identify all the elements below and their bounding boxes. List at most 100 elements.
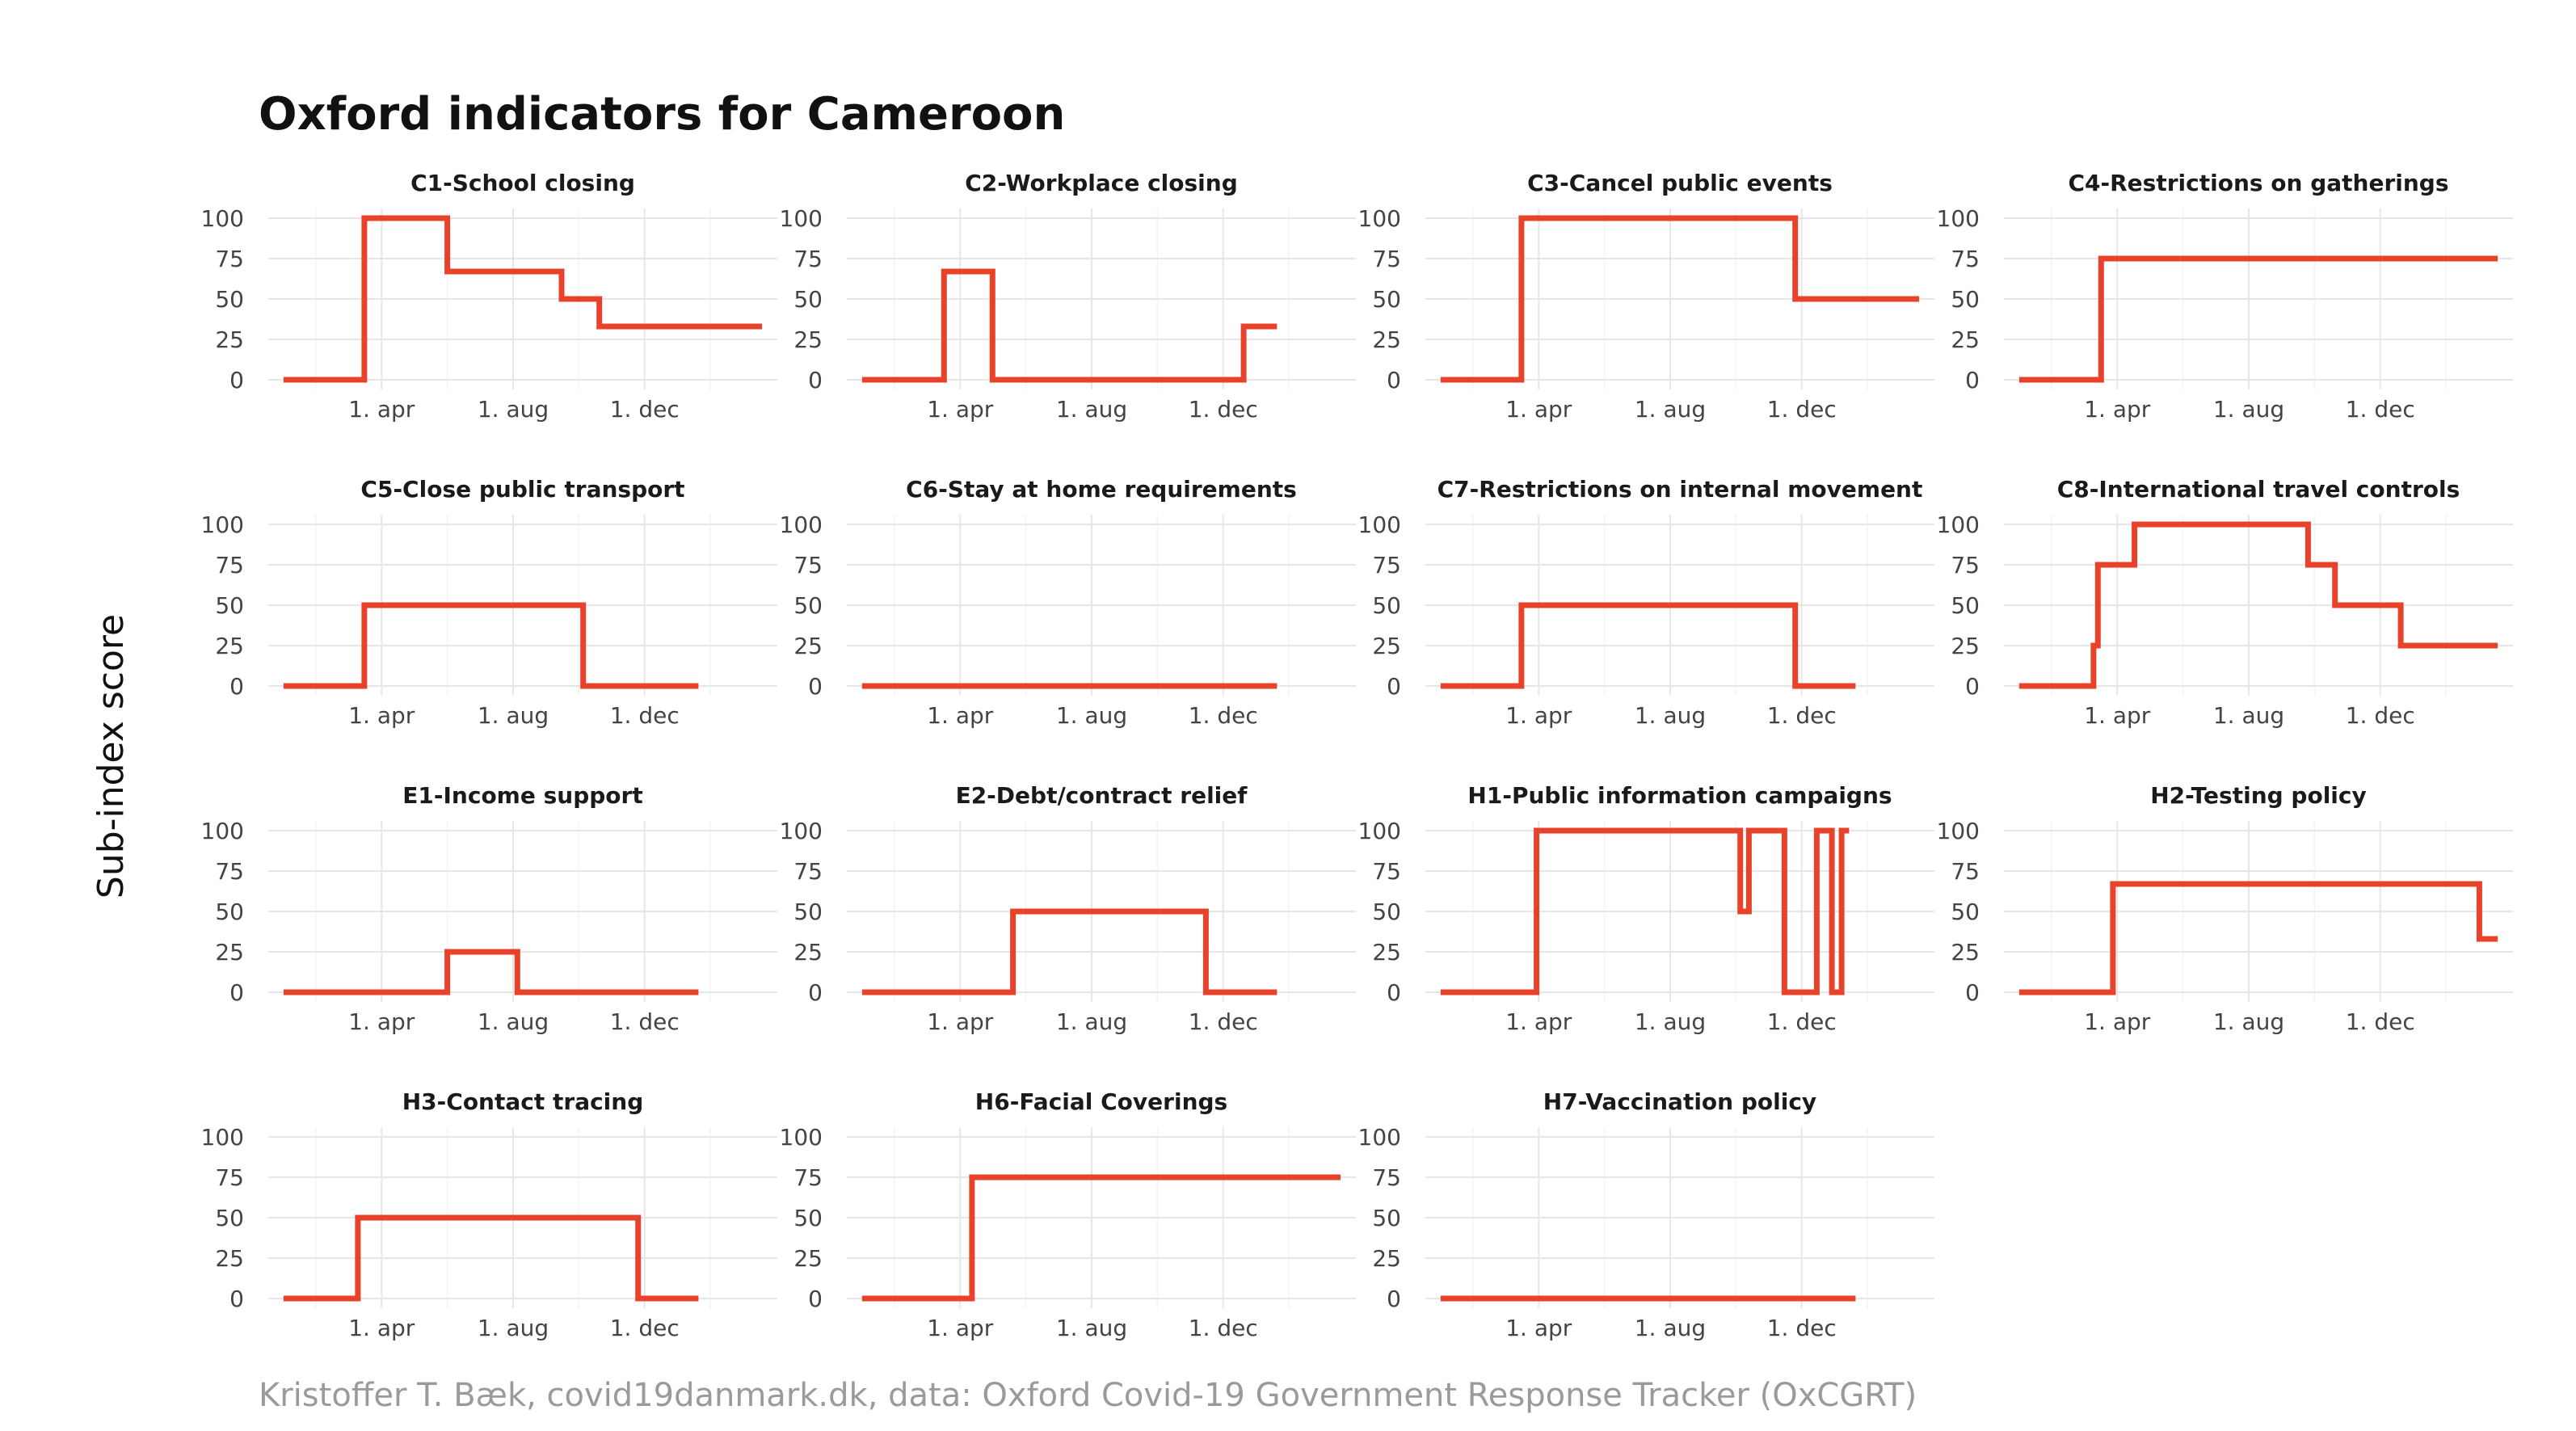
- y-tick-label: 0: [1387, 1286, 1401, 1312]
- y-tick-label: 100: [780, 205, 823, 232]
- x-tick-label: 1. aug: [1056, 1315, 1127, 1341]
- x-tick-label: 1. aug: [2213, 702, 2284, 729]
- x-tick-label: 1. dec: [1189, 1008, 1258, 1035]
- chart-caption: Kristoffer T. Bæk, covid19danmark.dk, da…: [259, 1377, 1917, 1414]
- x-tick-label: 1. aug: [478, 396, 549, 423]
- y-tick-label: 50: [1372, 592, 1401, 619]
- series-line: [861, 1174, 1341, 1302]
- y-tick-label: 25: [1372, 633, 1401, 659]
- x-tick-label: 1. apr: [927, 396, 994, 423]
- y-tick-label: 75: [793, 552, 823, 579]
- y-tick-label: 75: [793, 1164, 823, 1191]
- panel-title: C8-International travel controls: [2057, 476, 2460, 503]
- y-tick-label: 75: [1951, 858, 1980, 885]
- y-tick-label: 75: [1951, 246, 1980, 272]
- x-tick-label: 1. dec: [1767, 702, 1837, 729]
- y-tick-label: 100: [201, 818, 244, 844]
- y-tick-label: 0: [1387, 673, 1401, 700]
- series-line: [283, 602, 699, 689]
- y-tick-label: 50: [793, 286, 823, 313]
- series-line: [283, 949, 699, 995]
- y-tick-label: 50: [793, 592, 823, 619]
- panel-title: C3-Cancel public events: [1527, 170, 1833, 196]
- y-tick-label: 100: [1358, 205, 1401, 232]
- y-tick-label: 0: [808, 979, 823, 1006]
- y-tick-label: 25: [793, 939, 823, 966]
- y-tick-label: 50: [215, 592, 244, 619]
- y-tick-label: 100: [1358, 511, 1401, 538]
- y-tick-label: 50: [1372, 1205, 1401, 1231]
- y-tick-label: 75: [215, 1164, 244, 1191]
- y-tick-label: 100: [1937, 511, 1980, 538]
- series-line: [1440, 215, 1920, 383]
- x-tick-label: 1. dec: [610, 702, 680, 729]
- y-tick-label: 100: [1358, 818, 1401, 844]
- y-tick-label: 75: [1372, 858, 1401, 885]
- y-tick-label: 0: [1965, 673, 1980, 700]
- series-line: [1440, 827, 1850, 995]
- facet-panel: C8-International travel controls 0 25 50 75 1…: [1937, 476, 2513, 729]
- x-tick-label: 1. apr: [1505, 396, 1572, 423]
- series-line: [2018, 521, 2498, 689]
- y-tick-label: 0: [808, 1286, 823, 1312]
- panel-title: E2-Debt/contract relief: [956, 782, 1248, 809]
- x-tick-label: 1. apr: [1505, 1008, 1572, 1035]
- x-tick-label: 1. apr: [927, 1008, 994, 1035]
- x-tick-label: 1. apr: [348, 702, 415, 729]
- panel-title: C1-School closing: [410, 170, 635, 196]
- x-tick-label: 1. aug: [1635, 396, 1706, 423]
- y-tick-label: 50: [1372, 899, 1401, 925]
- x-tick-label: 1. dec: [1767, 396, 1837, 423]
- panel-title: H2-Testing policy: [2150, 782, 2367, 809]
- facet-panel: H7-Vaccination policy 0 25 50 75 100 1. apr 1. …: [1358, 1088, 1934, 1341]
- y-tick-label: 100: [201, 511, 244, 538]
- x-tick-label: 1. dec: [2346, 1008, 2415, 1035]
- series-line: [861, 268, 1277, 383]
- x-tick-label: 1. apr: [348, 1008, 415, 1035]
- panel-title: C7-Restrictions on internal movement: [1437, 476, 1923, 503]
- x-tick-label: 1. apr: [348, 1315, 415, 1341]
- facet-panel: E1-Income support 0 25 50 75 100 1. apr 1. aug 1…: [201, 782, 777, 1035]
- x-tick-label: 1. dec: [610, 1315, 680, 1341]
- y-tick-label: 50: [1951, 286, 1980, 313]
- series-line: [2018, 881, 2498, 995]
- x-tick-label: 1. apr: [2084, 1008, 2151, 1035]
- x-tick-label: 1. dec: [1189, 702, 1258, 729]
- x-tick-label: 1. dec: [610, 396, 680, 423]
- x-tick-label: 1. dec: [1767, 1315, 1837, 1341]
- facet-panel: E2-Debt/contract relief 0 25 50 75 100 1. apr 1…: [780, 782, 1356, 1035]
- y-tick-label: 25: [215, 633, 244, 659]
- panel-title: E1-Income support: [402, 782, 642, 809]
- x-tick-label: 1. aug: [1056, 1008, 1127, 1035]
- y-tick-label: 100: [201, 1124, 244, 1151]
- x-tick-label: 1. dec: [1767, 1008, 1837, 1035]
- y-tick-label: 75: [1372, 552, 1401, 579]
- panel-title: H3-Contact tracing: [402, 1088, 644, 1115]
- y-tick-label: 50: [793, 1205, 823, 1231]
- facet-panel: C3-Cancel public events 0 25 50 75 100 1. apr 1…: [1358, 170, 1934, 423]
- x-tick-label: 1. dec: [1189, 396, 1258, 423]
- y-tick-label: 100: [1358, 1124, 1401, 1151]
- panel-title: H6-Facial Coverings: [975, 1088, 1227, 1115]
- facet-panel: C4-Restrictions on gatherings 0 25 50 75 100 1…: [1937, 170, 2513, 423]
- y-tick-label: 50: [793, 899, 823, 925]
- x-tick-label: 1. aug: [1635, 1315, 1706, 1341]
- panel-title: C2-Workplace closing: [965, 170, 1238, 196]
- y-tick-label: 25: [1951, 633, 1980, 659]
- facet-panel: C7-Restrictions on internal movement 0 25 5…: [1358, 476, 1934, 729]
- y-axis-label: Sub-index score: [90, 614, 132, 899]
- y-tick-label: 100: [1937, 205, 1980, 232]
- y-tick-label: 50: [215, 286, 244, 313]
- facet-panel: H1-Public information campaigns 0 25 50 75 10…: [1358, 782, 1934, 1035]
- panel-title: H1-Public information campaigns: [1467, 782, 1892, 809]
- y-tick-label: 25: [215, 1245, 244, 1272]
- y-tick-label: 25: [793, 326, 823, 353]
- x-tick-label: 1. aug: [2213, 396, 2284, 423]
- x-tick-label: 1. apr: [2084, 396, 2151, 423]
- x-tick-label: 1. apr: [348, 396, 415, 423]
- y-tick-label: 100: [780, 818, 823, 844]
- y-tick-label: 50: [1951, 899, 1980, 925]
- panel-title: H7-Vaccination policy: [1543, 1088, 1816, 1115]
- y-tick-label: 50: [215, 1205, 244, 1231]
- y-tick-label: 0: [808, 367, 823, 394]
